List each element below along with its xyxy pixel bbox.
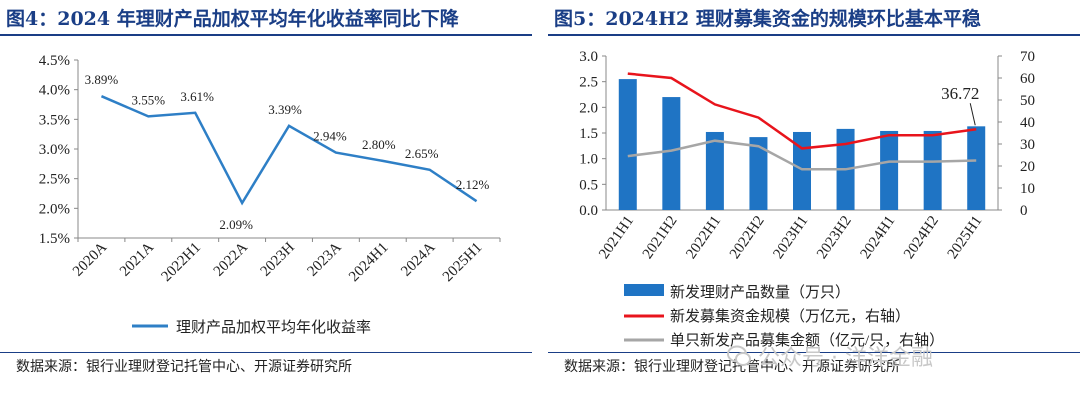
x-tick-label: 2021H2 [640, 213, 681, 262]
bar [880, 130, 899, 210]
annotation-pointer [969, 103, 976, 126]
x-tick-label: 2022H1 [159, 240, 204, 285]
left-y-tick-label: 0.0 [579, 203, 598, 219]
data-label: 2.09% [219, 217, 253, 232]
y-tick-label: 2.5% [39, 172, 70, 188]
data-label: 3.55% [132, 92, 166, 107]
right-y-tick-label: 70 [1020, 49, 1035, 65]
bar [923, 130, 942, 210]
right-source: 数据来源：银行业理财登记托管中心、开源证券研究所 [564, 359, 900, 375]
legend-label: 新发理财产品数量（万只） [670, 284, 850, 301]
x-tick-label: 2023A [305, 239, 345, 279]
left-y-tick-label: 1.0 [579, 152, 598, 168]
x-tick-label: 2020A [70, 239, 110, 279]
x-tick-label: 2024H2 [901, 213, 942, 262]
bar [618, 79, 637, 210]
right-y-tick-label: 20 [1020, 159, 1035, 175]
right-chart: 0.0 0.5 1.0 1.5 2.0 2.5 3.0 0 10 20 30 40 50 60 70 2021… [579, 49, 1035, 349]
right-title-rule [548, 34, 1080, 36]
x-tick-label: 2025H1 [945, 213, 986, 262]
left-source-rule [0, 352, 532, 353]
bar [967, 126, 986, 210]
left-y-tick-label: 1.5 [579, 126, 598, 142]
x-tick-label: 2023H2 [814, 213, 855, 262]
x-tick-label: 2023H1 [770, 213, 811, 262]
bar [793, 131, 811, 210]
right-y-tick-label: 0 [1020, 203, 1028, 219]
x-tick-label: 2021H1 [596, 213, 637, 262]
right-source-rule [548, 352, 1080, 353]
x-tick-label: 2024H1 [858, 213, 899, 262]
data-label: 3.89% [85, 72, 119, 87]
y-tick-label: 3.5% [39, 112, 70, 128]
left-chart: 1.5%2.0%2.5%3.0%3.5%4.0%4.5%2020A 2021A 20… [39, 53, 501, 336]
right-y-tick-label: 30 [1020, 137, 1035, 153]
bar [749, 137, 768, 210]
bar [705, 131, 724, 210]
left-panel: 图4：2024 年理财产品加权平均年化收益率同比下降 1.5% 2.0% 2.5% 3… [0, 0, 532, 403]
legend-bar-swatch [624, 284, 664, 296]
right-y-tick-label: 50 [1020, 93, 1035, 109]
annotation-label: 36.72 [941, 84, 979, 103]
watermark: 公众号 · 洋洋金融 [758, 346, 933, 371]
data-label: 2.12% [456, 177, 490, 192]
wechat-icon [727, 345, 751, 366]
legend-label: 理财产品加权平均年化收益率 [176, 319, 371, 336]
left-y-tick-label: 0.5 [579, 177, 598, 193]
right-title: 图5：2024H2 理财募集资金的规模环比基本平稳 [554, 8, 981, 30]
y-tick-label: 3.0% [39, 142, 70, 158]
data-label: 3.39% [268, 102, 302, 117]
x-tick-label: 2023H [258, 239, 298, 279]
bar [662, 97, 681, 210]
data-label: 3.61% [180, 89, 214, 104]
left-y-tick-label: 3.0 [579, 49, 598, 65]
data-label: 2.94% [313, 129, 347, 144]
x-tick-label: 2022A [211, 239, 251, 279]
data-label: 2.65% [405, 146, 439, 161]
series-line-fundraising [627, 72, 977, 150]
left-title: 图4：2024 年理财产品加权平均年化收益率同比下降 [6, 8, 459, 30]
x-tick-label: 2021A [117, 239, 157, 279]
x-tick-label: 2025H1 [440, 240, 485, 285]
y-tick-label: 4.5% [39, 53, 70, 69]
y-tick-label: 4.0% [39, 83, 70, 99]
left-title-rule [0, 34, 532, 36]
right-panel: 图5：2024H2 理财募集资金的规模环比基本平稳 0.0 0.5 1.0 1.5 2.… [548, 0, 1080, 403]
x-tick-label: 2024A [398, 239, 438, 279]
left-source: 数据来源：银行业理财登记托管中心、开源证券研究所 [16, 359, 352, 375]
series-line [100, 95, 478, 206]
right-y-tick-label: 40 [1020, 115, 1035, 131]
legend-label: 单只新发产品募集金额（亿元/只，右轴） [670, 332, 944, 349]
legend-label: 新发募集资金规模（万亿元，右轴） [670, 308, 910, 325]
data-label: 2.80% [362, 137, 396, 152]
right-y-tick-label: 60 [1020, 71, 1035, 87]
x-tick-label: 2024H1 [346, 240, 391, 285]
series-line-amount-per-product [627, 139, 977, 171]
right-y-tick-label: 10 [1020, 181, 1035, 197]
x-tick-label: 2022H2 [727, 213, 768, 262]
left-y-tick-label: 2.5 [579, 75, 598, 91]
y-tick-label: 1.5% [39, 231, 70, 247]
left-y-tick-label: 2.0 [579, 100, 598, 116]
x-tick-label: 2022H1 [683, 213, 724, 262]
y-tick-label: 2.0% [39, 201, 70, 217]
